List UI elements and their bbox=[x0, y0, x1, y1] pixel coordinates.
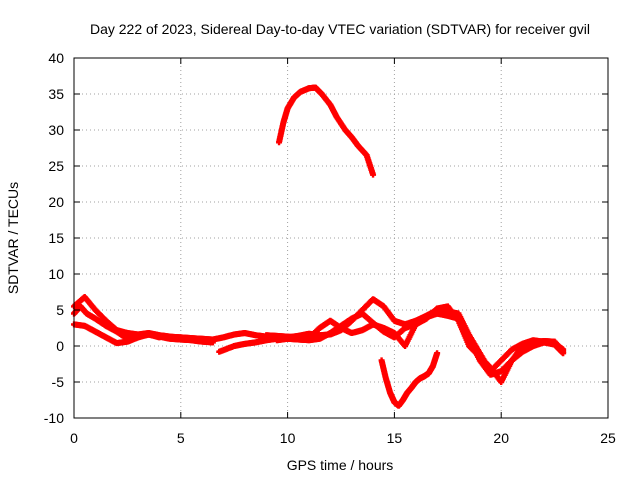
series-trace-3 bbox=[71, 303, 163, 342]
data-layer bbox=[71, 84, 567, 409]
data-point bbox=[434, 350, 441, 357]
x-tick-label: 20 bbox=[493, 430, 509, 446]
y-tick-label: 40 bbox=[48, 50, 64, 66]
x-tick-label: 25 bbox=[600, 430, 616, 446]
series-trace-7 bbox=[276, 84, 377, 178]
chart-title: Day 222 of 2023, Sidereal Day-to-day VTE… bbox=[90, 21, 590, 37]
data-point bbox=[156, 334, 163, 341]
y-tick-label: 20 bbox=[48, 194, 64, 210]
data-point bbox=[370, 171, 377, 178]
series-trace-6 bbox=[273, 303, 567, 385]
series-trace-8 bbox=[378, 350, 441, 409]
y-axis-label: SDTVAR / TECUs bbox=[5, 182, 21, 294]
x-tick-label: 5 bbox=[177, 430, 185, 446]
x-tick-label: 10 bbox=[280, 430, 296, 446]
x-tick-label: 15 bbox=[387, 430, 403, 446]
y-tick-label: -5 bbox=[52, 374, 65, 390]
grid-layer bbox=[74, 58, 608, 418]
data-point bbox=[209, 339, 216, 346]
tick-layer: 0 5 10 15 20 25 -10 -5 0 5 10 15 20 25 30 35 40 bbox=[44, 50, 616, 446]
y-tick-label: 25 bbox=[48, 158, 64, 174]
data-point bbox=[560, 348, 567, 355]
x-tick-label: 0 bbox=[70, 430, 78, 446]
y-tick-label: -10 bbox=[44, 410, 64, 426]
y-tick-label: 35 bbox=[48, 86, 64, 102]
y-tick-label: 10 bbox=[48, 266, 64, 282]
y-tick-label: 5 bbox=[56, 302, 64, 318]
x-axis-label: GPS time / hours bbox=[287, 457, 394, 473]
y-tick-label: 30 bbox=[48, 122, 64, 138]
y-tick-label: 0 bbox=[56, 338, 64, 354]
y-tick-label: 15 bbox=[48, 230, 64, 246]
